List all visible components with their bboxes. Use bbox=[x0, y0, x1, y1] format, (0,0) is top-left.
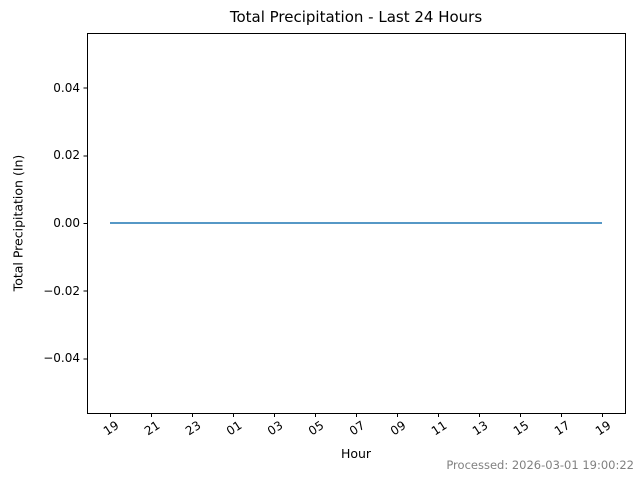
processed-timestamp: Processed: 2026-03-01 19:00:22 bbox=[446, 458, 634, 472]
y-tick-label: 0.02 bbox=[53, 148, 80, 163]
y-tick-label: −0.02 bbox=[43, 283, 80, 298]
chart-title: Total Precipitation - Last 24 Hours bbox=[229, 8, 483, 26]
y-tick-label: 0.04 bbox=[53, 80, 80, 95]
y-tick-label: −0.04 bbox=[43, 351, 80, 366]
y-tick-label: 0.00 bbox=[53, 216, 80, 230]
x-axis-title: Hour bbox=[340, 446, 372, 461]
